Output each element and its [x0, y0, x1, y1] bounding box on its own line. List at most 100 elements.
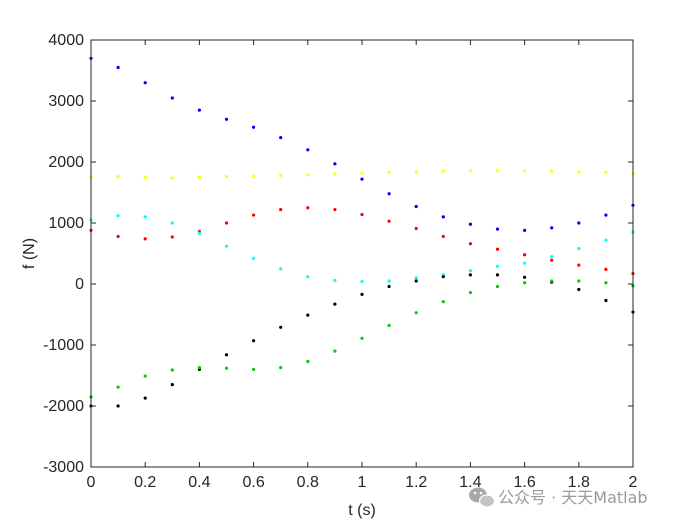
y-axis-ticks: -3000 -2000 -1000 0 1000 2000 3000 4000 — [43, 32, 633, 476]
series-4 — [89, 214, 635, 284]
data-point — [252, 213, 256, 217]
data-point — [604, 170, 608, 174]
data-point — [550, 226, 554, 230]
data-point — [306, 148, 310, 152]
data-point — [604, 298, 608, 303]
data-point — [523, 168, 527, 173]
data-point — [523, 261, 527, 265]
data-point — [170, 383, 174, 387]
data-point — [279, 267, 283, 271]
data-point — [577, 170, 581, 174]
x-tick-label: 1.8 — [568, 474, 590, 491]
data-point — [604, 238, 608, 242]
y-tick-label: 1000 — [48, 215, 84, 232]
data-point — [387, 323, 391, 328]
data-point — [577, 221, 581, 225]
watermark-text: 公众号 · 天天Matlab — [498, 488, 648, 507]
data-point — [523, 281, 527, 285]
data-point — [279, 325, 283, 329]
data-point — [577, 247, 581, 251]
data-point — [333, 207, 337, 212]
y-axis-label: f (N) — [21, 238, 38, 269]
x-tick-label: 0.8 — [297, 474, 319, 491]
data-point — [279, 207, 283, 212]
data-point — [224, 353, 229, 357]
data-point — [360, 171, 364, 175]
data-point — [170, 221, 174, 225]
data-point — [414, 279, 418, 283]
data-point — [252, 174, 256, 178]
data-point — [170, 176, 174, 180]
data-point — [550, 254, 554, 259]
x-tick-label: 0 — [87, 474, 96, 491]
data-point — [252, 256, 256, 260]
data-point — [387, 219, 391, 223]
data-point — [414, 204, 418, 209]
data-point — [360, 292, 364, 296]
data-point — [197, 231, 201, 235]
y-tick-label: -1000 — [43, 337, 84, 354]
x-tick-label: 2 — [629, 474, 638, 491]
data-point — [116, 214, 120, 218]
data-point — [252, 125, 256, 129]
data-point — [224, 221, 229, 225]
data-points — [89, 56, 635, 408]
wechat-icon — [469, 487, 496, 508]
data-point — [224, 244, 229, 248]
data-point — [279, 136, 283, 140]
y-tick-label: -3000 — [43, 459, 84, 476]
data-point — [604, 267, 608, 271]
series-3 — [89, 206, 635, 276]
data-point — [550, 169, 554, 173]
data-point — [143, 374, 147, 378]
data-point — [468, 242, 472, 246]
data-point — [360, 336, 364, 340]
data-point — [170, 368, 174, 372]
data-point — [441, 300, 445, 304]
data-point — [468, 273, 472, 277]
data-point — [197, 365, 201, 370]
data-point — [468, 168, 472, 173]
data-point — [441, 215, 445, 219]
data-point — [523, 253, 527, 257]
data-point — [495, 284, 500, 289]
data-point — [116, 385, 120, 389]
data-point — [116, 65, 120, 70]
series-2 — [89, 168, 635, 180]
data-point — [468, 290, 472, 295]
series-5 — [89, 273, 635, 408]
data-point — [333, 162, 337, 166]
data-point — [441, 234, 445, 239]
data-point — [252, 339, 256, 343]
data-point — [143, 215, 147, 219]
data-point — [306, 359, 310, 364]
x-axis-ticks: 0 0.2 0.4 0.6 0.8 1 1.2 1.4 1.6 1.8 2 — [87, 40, 638, 491]
data-point — [279, 173, 283, 178]
data-point — [414, 311, 418, 315]
data-point — [550, 279, 554, 283]
y-tick-label: 2000 — [48, 154, 84, 171]
data-point — [550, 258, 554, 262]
data-point — [116, 175, 120, 179]
data-point — [387, 170, 391, 174]
data-point — [468, 222, 472, 226]
x-tick-label: 1.6 — [513, 474, 535, 491]
data-point — [279, 365, 283, 370]
data-point — [604, 213, 608, 217]
data-point — [224, 117, 229, 121]
data-point — [333, 349, 337, 353]
data-point — [495, 227, 500, 231]
data-point — [116, 234, 120, 239]
data-point — [577, 279, 581, 283]
data-point — [495, 247, 500, 251]
data-point — [387, 279, 391, 283]
data-point — [468, 268, 472, 273]
x-tick-label: 1.2 — [405, 474, 427, 491]
data-point — [414, 226, 418, 231]
x-tick-label: 0.4 — [188, 474, 210, 491]
data-point — [387, 192, 391, 196]
data-point — [441, 169, 445, 173]
data-point — [577, 287, 581, 292]
data-point — [387, 284, 391, 289]
